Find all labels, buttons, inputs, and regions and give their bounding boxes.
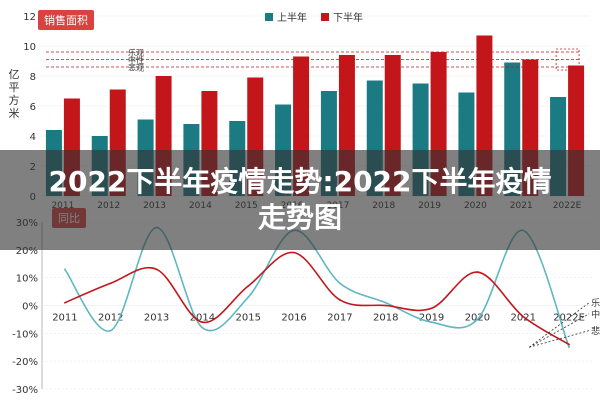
y-axis-label-char: 米 xyxy=(9,107,20,120)
y-axis-label-char: 方 xyxy=(9,93,20,107)
data-point-1 xyxy=(430,307,433,310)
data-point-1 xyxy=(155,268,158,271)
data-point-0 xyxy=(568,346,570,349)
data-point-0 xyxy=(384,301,387,304)
x-tick-label: 2015 xyxy=(236,313,261,324)
legend-item-h1: 上半年 xyxy=(265,9,307,24)
legend-label-h1: 上半年 xyxy=(277,13,307,24)
y-tick-label: 10% xyxy=(16,274,38,285)
y-tick-label: 12 xyxy=(23,12,36,23)
data-point-0 xyxy=(64,268,66,271)
data-point-1 xyxy=(64,301,66,304)
data-point-1 xyxy=(201,321,204,324)
yoy-line-chart: -30%-20%-10%0%10%20%30%20112012201320142… xyxy=(12,218,600,396)
data-point-1 xyxy=(293,251,295,254)
data-point-1 xyxy=(247,285,250,287)
legend-label-h2: 下半年 xyxy=(333,13,363,24)
overlay-title: 2022下半年疫情走势:2022下半年疫情走势图 xyxy=(48,165,552,234)
y-tick-label: 4 xyxy=(30,132,36,143)
x-tick-label: 2012 xyxy=(98,313,123,324)
data-point-1 xyxy=(384,304,387,307)
x-tick-label: 2020 xyxy=(465,313,490,324)
projection-label: 乐观 xyxy=(591,297,600,309)
data-point-1 xyxy=(568,343,570,346)
reference-line-label: 中性 xyxy=(128,55,144,65)
x-tick-label: 2017 xyxy=(327,313,352,324)
x-tick-label: 2011 xyxy=(52,313,77,324)
data-point-1 xyxy=(476,271,479,273)
data-point-0 xyxy=(201,326,204,329)
projection-box xyxy=(555,48,580,71)
title-overlay-banner: 2022下半年疫情走势:2022下半年疫情走势图 xyxy=(0,150,600,250)
y-axis-label: 亿平方米 xyxy=(9,68,20,120)
data-point-0 xyxy=(476,318,479,321)
y-tick-label: 0% xyxy=(22,302,38,313)
projection-label: 中性 xyxy=(591,308,600,320)
reference-line-label: 悲观 xyxy=(128,63,144,73)
data-point-1 xyxy=(522,315,525,318)
projection-line xyxy=(529,313,590,348)
y-axis-label-char: 平 xyxy=(9,81,20,94)
data-point-0 xyxy=(247,296,250,299)
projection-label: 悲观 xyxy=(591,325,600,337)
y-tick-label: 8 xyxy=(30,72,36,83)
y-axis-label-char: 亿 xyxy=(9,68,20,81)
legend-swatch-h1 xyxy=(265,12,273,21)
x-tick-label: 2021 xyxy=(511,313,536,324)
y-tick-label: 20% xyxy=(16,246,38,257)
data-point-1 xyxy=(109,282,112,285)
reference-line-label: 乐观 xyxy=(128,48,144,58)
y-tick-label: 10 xyxy=(23,42,36,53)
x-tick-label: 2013 xyxy=(144,313,169,324)
data-point-1 xyxy=(339,299,341,301)
x-tick-label: 2014 xyxy=(190,313,215,324)
legend-swatch-h2 xyxy=(321,12,329,21)
x-tick-label: 2016 xyxy=(281,313,306,324)
y-tick-label: 6 xyxy=(30,102,36,113)
legend: 上半年 下半年 xyxy=(265,9,363,24)
series-line-1 xyxy=(64,251,570,346)
y-tick-label: -20% xyxy=(12,357,38,368)
x-tick-label: 2018 xyxy=(373,313,398,324)
projection-line xyxy=(529,302,590,348)
x-tick-label: 2019 xyxy=(419,313,444,324)
data-point-0 xyxy=(430,321,433,324)
sales-area-badge: 销售面积 xyxy=(38,10,94,30)
data-point-0 xyxy=(339,282,341,285)
legend-item-h2: 下半年 xyxy=(321,9,363,24)
y-tick-label: -10% xyxy=(12,329,38,340)
y-tick-label: -30% xyxy=(12,385,38,396)
data-point-0 xyxy=(109,329,112,332)
